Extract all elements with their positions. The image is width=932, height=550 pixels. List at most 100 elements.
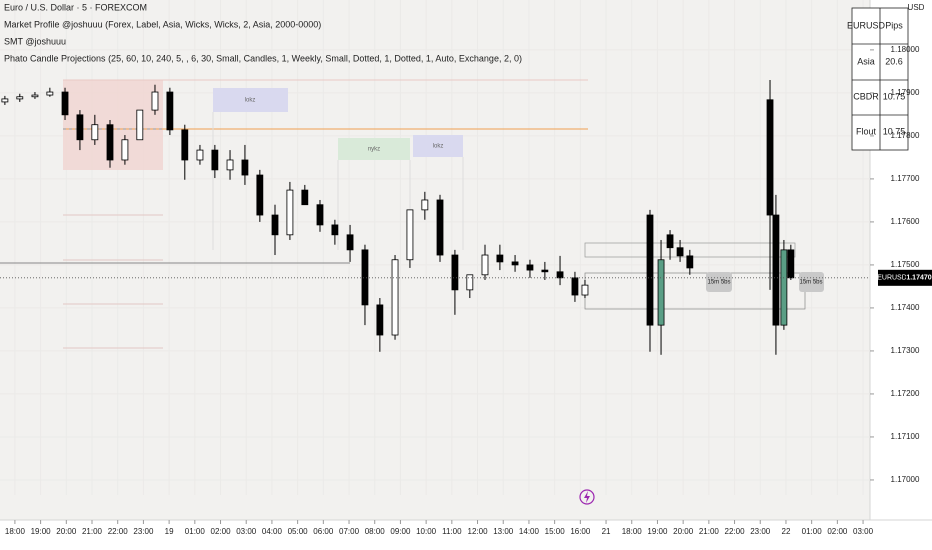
candle-body [646, 214, 654, 326]
candle-body [361, 249, 369, 306]
candle-body [406, 209, 414, 261]
y-tick-label: 1.17100 [891, 432, 920, 441]
x-tick-label: 02:00 [827, 527, 848, 536]
price-tag [906, 269, 932, 286]
time-axis-panel [0, 520, 932, 550]
x-tick-label: 13:00 [493, 527, 514, 536]
x-tick-label: 05:00 [288, 527, 309, 536]
candle-body [166, 91, 174, 131]
y-tick-label: 1.18000 [891, 45, 920, 54]
icon-bolt [584, 491, 590, 503]
price-tag-label: 1.17470 [906, 275, 931, 282]
candle-body [391, 259, 399, 336]
candle-body [466, 274, 474, 291]
x-tick-label: 09:00 [390, 527, 411, 536]
candle-body [581, 284, 589, 296]
x-tick-label: 19:00 [31, 527, 52, 536]
projection-tag [706, 272, 732, 292]
candle-body [286, 189, 294, 236]
candles [1, 79, 795, 355]
x-tick-label: 01:00 [185, 527, 206, 536]
candle-body [61, 91, 69, 116]
y-tick-label: 1.17700 [891, 174, 920, 183]
candle-body [511, 261, 519, 266]
candle-body [211, 149, 219, 171]
x-tick-label: 21 [602, 527, 611, 536]
candle-body [316, 204, 324, 226]
x-tick-label: 21:00 [82, 527, 103, 536]
candle-body [91, 124, 99, 141]
candle-body [76, 114, 84, 141]
candle-body [676, 247, 684, 257]
session-box [413, 135, 463, 157]
y-tick-label: 1.17800 [891, 131, 920, 140]
table-cell: Asia [857, 56, 875, 66]
lightning-icon [579, 489, 595, 505]
candle-body [766, 99, 774, 216]
symbol-title: Euro / U.S. Dollar · 5 · FOREXCOM [4, 2, 147, 12]
candle-body [787, 249, 795, 279]
currency-label: USD [908, 3, 925, 12]
candle-body [481, 254, 489, 276]
axes: 1.17000 1.17100 1.17200 1.17300 1.17400 1.175… [0, 45, 932, 536]
candle-body [46, 91, 54, 96]
candle-body [106, 124, 114, 161]
x-tick-label: 21:00 [699, 527, 720, 536]
indicator-line: Phato Candle Projections (25, 60, 10, 24… [4, 53, 522, 63]
table-cell: 10.75 [883, 126, 906, 136]
x-tick-label: 03:00 [236, 527, 257, 536]
x-tick-label: 23:00 [133, 527, 154, 536]
candle-body [556, 271, 564, 279]
candle-body [526, 264, 534, 271]
projection-label: 15m 5bs [707, 280, 730, 286]
candle-body [421, 199, 429, 211]
table-cell: 10.75 [883, 91, 906, 101]
symbol-tag [878, 269, 906, 286]
x-tick-label: 07:00 [339, 527, 360, 536]
candle-body [136, 109, 144, 141]
candle-body [346, 234, 354, 251]
table-header: Pips [885, 20, 903, 30]
x-tick-label: 08:00 [365, 527, 386, 536]
icon-ring [579, 489, 595, 505]
y-tick-label: 1.17300 [891, 346, 920, 355]
candle-body [1, 98, 9, 103]
candle-body [451, 254, 459, 291]
indicator-line: Market Profile @joshuuu (Forex, Label, A… [4, 19, 321, 29]
y-tick-label: 1.17900 [891, 88, 920, 97]
x-tick-label: 20:00 [56, 527, 77, 536]
candle-body [331, 224, 339, 236]
candle-body [121, 139, 129, 161]
candle-body [541, 269, 549, 273]
candle-body [241, 159, 249, 176]
grid [0, 0, 870, 495]
session-label: lokz [433, 144, 444, 150]
table-header: EURUSD [847, 20, 886, 30]
session-box [338, 138, 410, 160]
x-tick-label: 15:00 [545, 527, 566, 536]
x-tick-label: 03:00 [853, 527, 874, 536]
x-tick-label: 16:00 [570, 527, 591, 536]
y-tick-label: 1.17500 [891, 260, 920, 269]
table-cell: Flout [856, 126, 877, 136]
x-tick-label: 12:00 [468, 527, 489, 536]
candle-body [436, 199, 444, 256]
candle-body [686, 255, 694, 269]
x-tick-label: 18:00 [622, 527, 643, 536]
candle-body [196, 149, 204, 161]
projection-label: 15m 5bs [799, 280, 822, 286]
projection-tag [799, 272, 824, 292]
session-label: nykz [368, 147, 380, 153]
candle-body [181, 129, 189, 161]
x-tick-label: 18:00 [5, 527, 26, 536]
indicator-legend: Euro / U.S. Dollar · 5 · FOREXCOM Market… [4, 2, 522, 63]
x-tick-label: 01:00 [802, 527, 823, 536]
candle-body [376, 304, 384, 336]
x-tick-label: 10:00 [416, 527, 437, 536]
candle-body [301, 189, 309, 206]
candle-body [780, 249, 788, 326]
x-tick-label: 06:00 [313, 527, 334, 536]
candle-body [666, 234, 674, 249]
candle-body [772, 214, 780, 326]
candle-body [226, 159, 234, 171]
